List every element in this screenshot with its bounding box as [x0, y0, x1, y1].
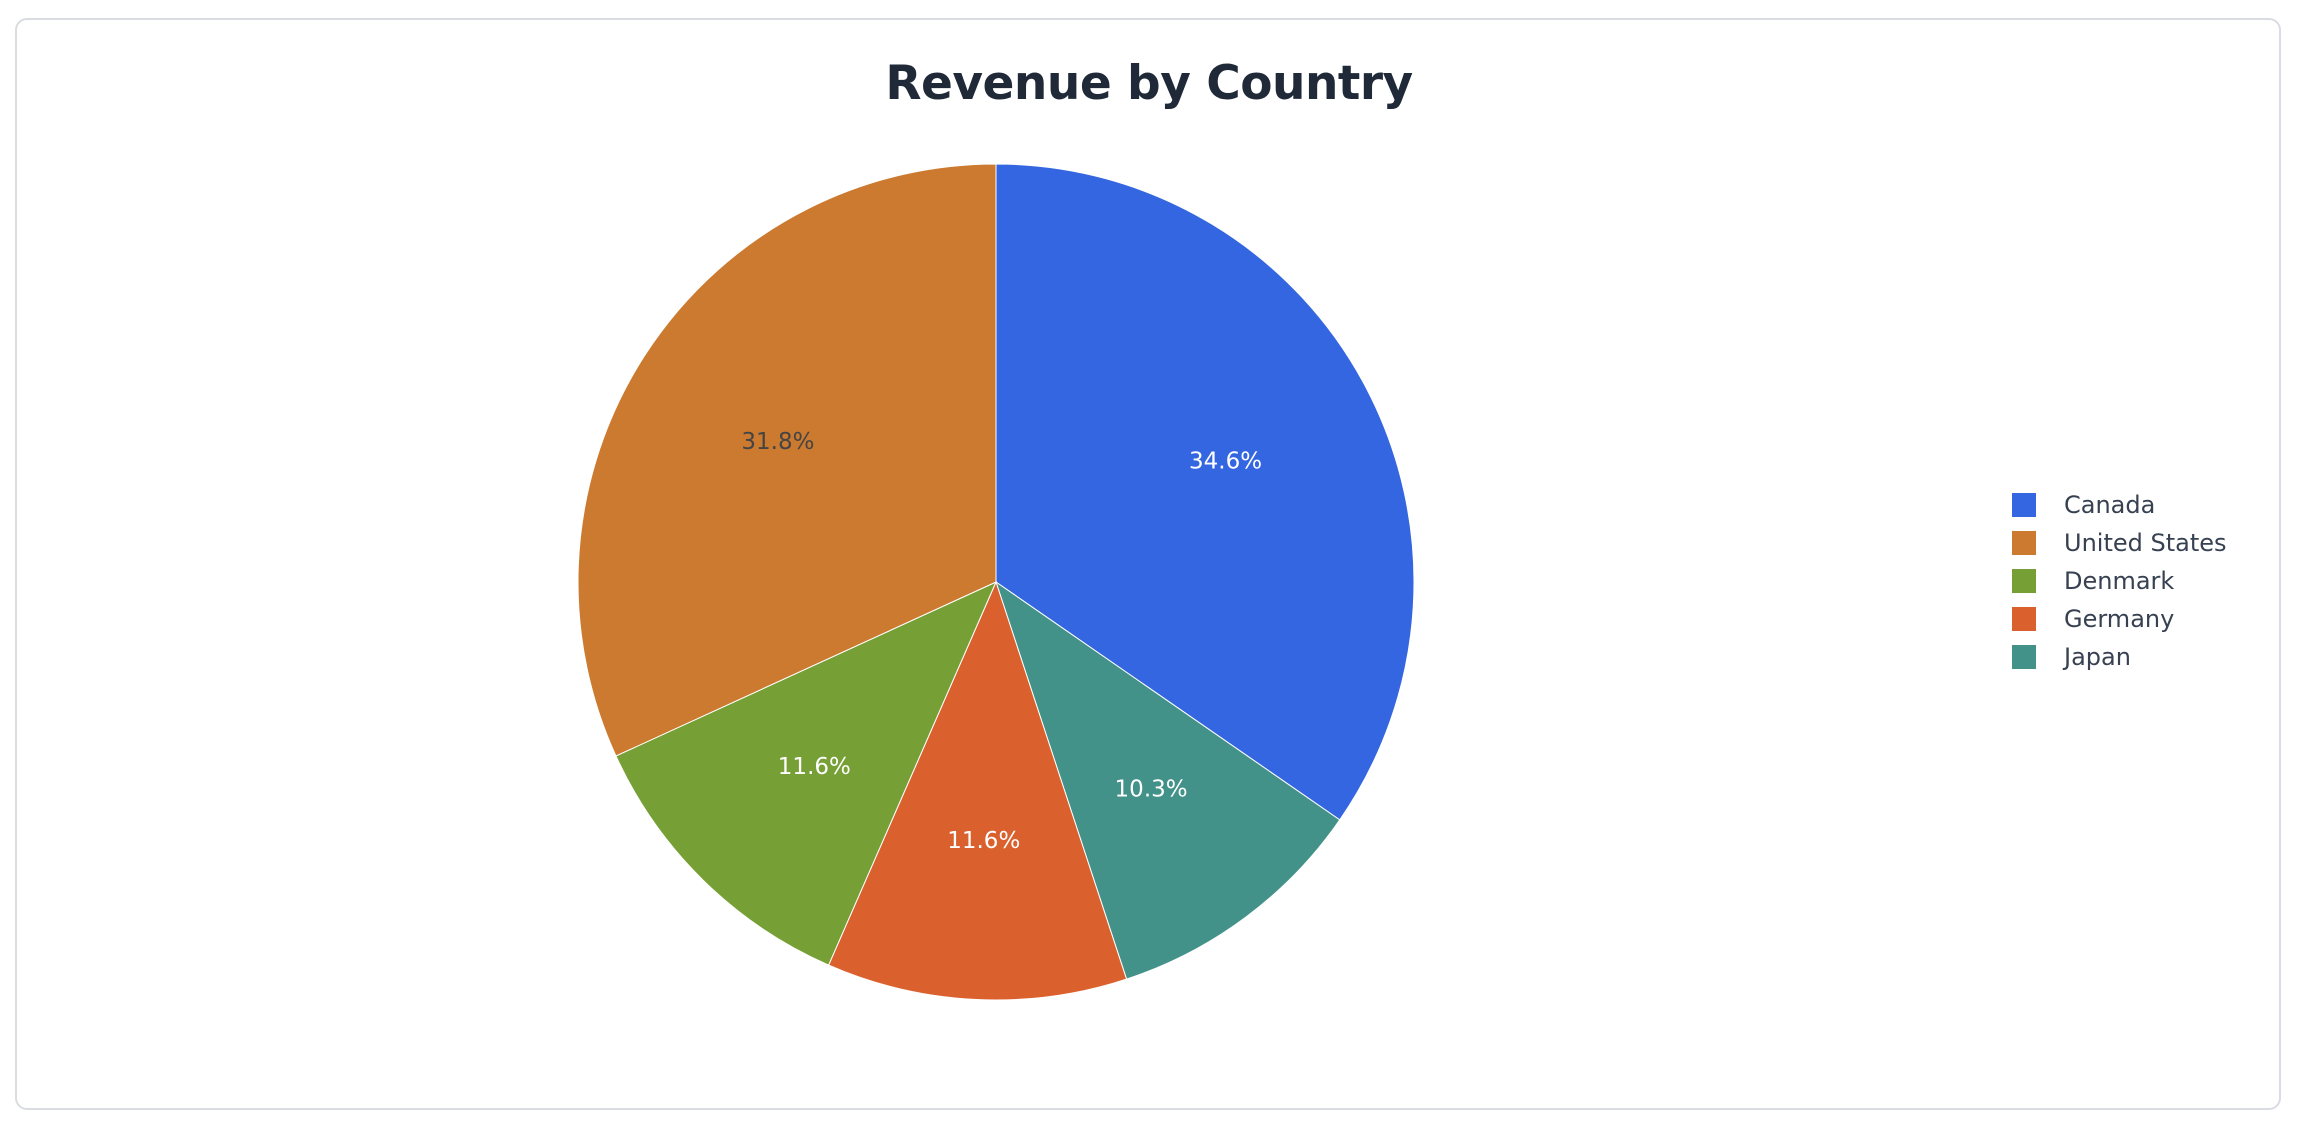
pie-slice-germany[interactable]	[827, 580, 1128, 1001]
legend-swatch	[2012, 493, 2036, 517]
legend-item-germany[interactable]: Germany	[2012, 600, 2227, 638]
chart-legend: Canada United States Denmark Germany Japan	[2012, 486, 2227, 676]
legend-label: Canada	[2064, 491, 2156, 519]
legend-item-canada[interactable]: Canada	[2012, 486, 2227, 524]
legend-swatch	[2012, 531, 2036, 555]
pie-slice-label-germany: 11.6%	[947, 828, 1020, 854]
legend-label: United States	[2064, 529, 2227, 557]
pie-slice-label-denmark: 11.6%	[778, 754, 851, 780]
chart-title: Revenue by Country	[885, 56, 1413, 111]
pie-slices	[577, 163, 1415, 1001]
pie-slice-united-states[interactable]	[577, 163, 997, 757]
pie-slice-label-canada: 34.6%	[1189, 449, 1262, 475]
pie-slice-denmark[interactable]	[615, 581, 997, 966]
pie-slice-labels: 34.6% 10.3% 11.6% 11.6% 31.8%	[741, 429, 1262, 854]
pie-slice-canada[interactable]	[995, 163, 1415, 821]
pie-slice-label-united-states: 31.8%	[741, 429, 814, 455]
pie-slice-label-japan: 10.3%	[1115, 777, 1188, 803]
legend-label: Germany	[2064, 605, 2175, 633]
legend-item-japan[interactable]: Japan	[2012, 638, 2227, 676]
legend-swatch	[2012, 569, 2036, 593]
legend-label: Denmark	[2064, 567, 2175, 595]
legend-item-united-states[interactable]: United States	[2012, 524, 2227, 562]
legend-label: Japan	[2064, 643, 2131, 671]
legend-swatch	[2012, 645, 2036, 669]
legend-item-denmark[interactable]: Denmark	[2012, 562, 2227, 600]
legend-swatch	[2012, 607, 2036, 631]
pie-slice-japan[interactable]	[995, 580, 1341, 980]
